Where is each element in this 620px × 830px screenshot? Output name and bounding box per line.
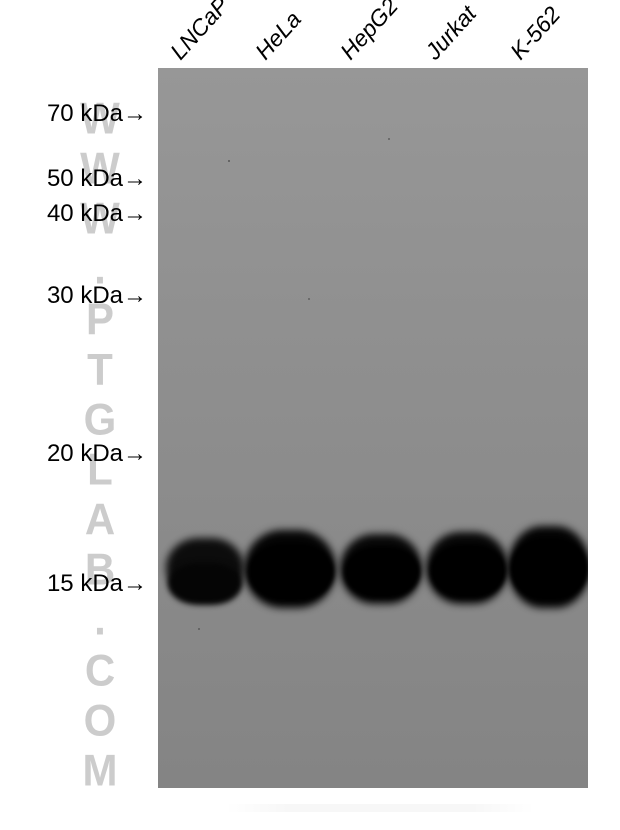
mw-marker-column: 70 kDa→ 50 kDa→ 40 kDa→ 30 kDa→ 20 kDa→ 15 kD… bbox=[0, 0, 155, 830]
lane-label: HepG2 bbox=[335, 0, 404, 65]
mw-marker-label: 40 kDa→ bbox=[47, 200, 147, 228]
lane-labels-row: LNCaPHeLaHepG2JurkatK-562 bbox=[155, 5, 585, 65]
lane-label: HeLa bbox=[250, 6, 307, 65]
mw-marker-label: 15 kDa→ bbox=[47, 570, 147, 598]
protein-band bbox=[510, 538, 588, 600]
noise-speck bbox=[388, 138, 390, 140]
mw-marker-label: 20 kDa→ bbox=[47, 440, 147, 468]
lane-label: Jurkat bbox=[420, 0, 482, 65]
protein-band bbox=[168, 563, 242, 605]
western-blot-membrane bbox=[158, 68, 588, 788]
protein-band bbox=[344, 546, 420, 598]
protein-band bbox=[430, 544, 506, 598]
blot-figure: WWW.PTGLAB.COM LNCaPHeLaHepG2JurkatK-562… bbox=[0, 0, 620, 830]
noise-speck bbox=[308, 298, 310, 300]
noise-speck bbox=[198, 628, 200, 630]
mw-marker-label: 30 kDa→ bbox=[47, 282, 147, 310]
mw-marker-label: 70 kDa→ bbox=[47, 100, 147, 128]
noise-speck bbox=[228, 160, 230, 162]
protein-band bbox=[248, 543, 334, 601]
mw-marker-label: 50 kDa→ bbox=[47, 165, 147, 193]
membrane-background bbox=[158, 68, 588, 788]
bottom-shadow-strip bbox=[225, 804, 535, 812]
lane-label: K-562 bbox=[505, 1, 566, 65]
lane-label: LNCaP bbox=[165, 0, 235, 65]
